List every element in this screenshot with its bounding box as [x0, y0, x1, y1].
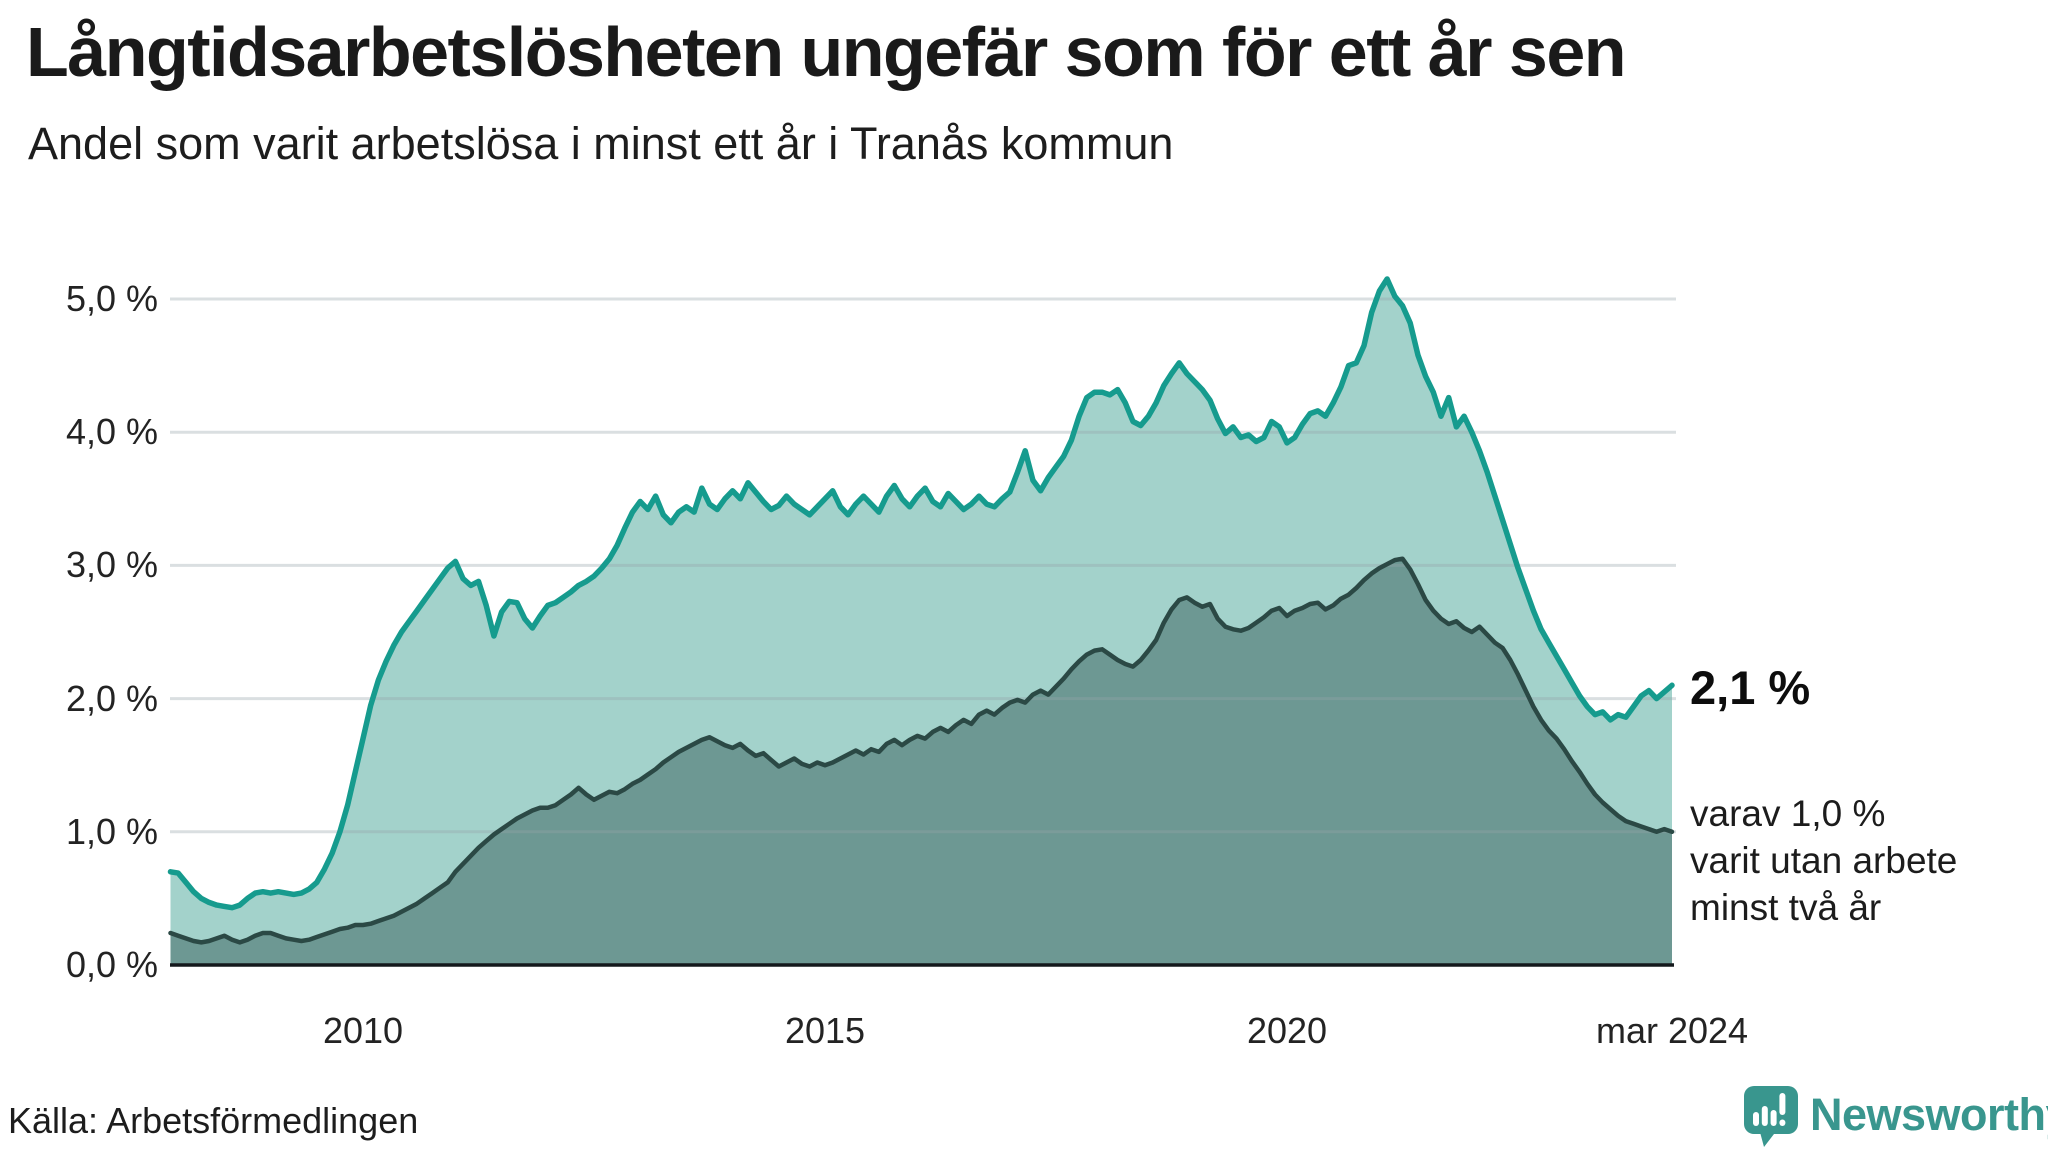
series-line-min-tva-ar — [168, 556, 1675, 945]
page-title: Långtidsarbetslösheten ungefär som för e… — [26, 13, 1627, 91]
series-line-min-ett-ar — [167, 276, 1675, 911]
page-subtitle: Andel som varit arbetslösa i minst ett å… — [28, 118, 1174, 169]
y-axis-tick-label: 0,0 % — [65, 944, 158, 985]
newsworthy-logo-icon — [1744, 1086, 1798, 1147]
series-area-min-tva-ar — [170, 558, 1672, 965]
breakdown-annotation-line: varit utan arbete — [1690, 840, 1958, 881]
x-axis-tick-label: 2020 — [1246, 1010, 1328, 1051]
chart-area-fills — [170, 279, 1672, 965]
x-axis-tick-label: 2015 — [784, 1010, 866, 1051]
x-axis-tick-label: mar 2024 — [1595, 1010, 1749, 1051]
y-axis-tick-label: 5,0 % — [65, 278, 158, 319]
source-note: Källa: Arbetsförmedlingen — [8, 1100, 419, 1141]
chart-series-lines — [167, 276, 1675, 945]
y-axis-tick-label: 2,0 % — [65, 677, 158, 719]
breakdown-annotation-line: varav 1,0 % — [1690, 793, 1886, 834]
y-axis-tick-label: 1,0 % — [65, 810, 158, 852]
breakdown-annotation-line: minst två år — [1690, 887, 1882, 928]
y-axis-tick-label: 3,0 % — [65, 544, 158, 586]
newsworthy-wordmark: Newsworthy — [1810, 1089, 2048, 1140]
breakdown-annotation: varav 1,0 % varit utan arbete minst två år — [1690, 790, 1957, 931]
latest-value-label: 2,1 % — [1690, 661, 1811, 714]
newsworthy-branding: Newsworthy — [1740, 1082, 2048, 1148]
y-axis-tick-label: 4,0 % — [65, 411, 158, 453]
chart-gridlines — [170, 297, 1676, 834]
x-axis-tick-label: 2010 — [322, 1010, 404, 1051]
